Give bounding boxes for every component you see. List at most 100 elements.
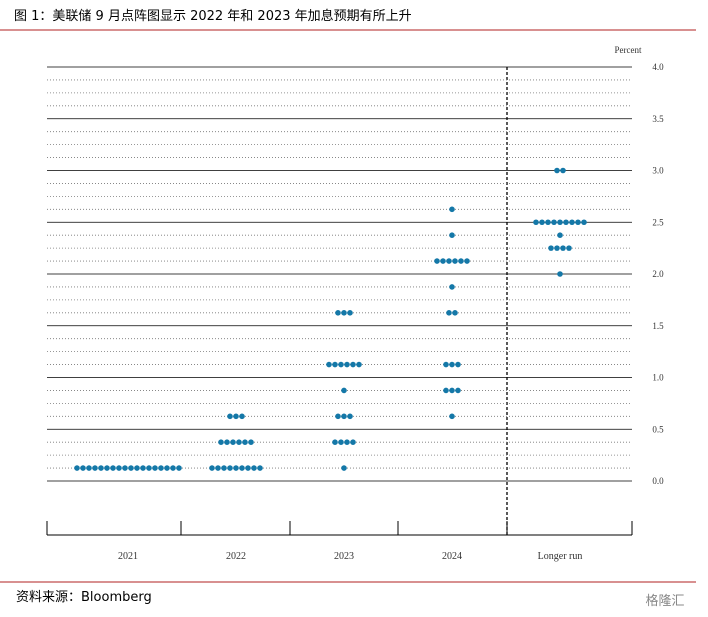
dot (332, 439, 338, 445)
y-tick-label: 2.5 (652, 217, 664, 227)
dot (350, 361, 356, 368)
dot (176, 465, 182, 471)
dot (554, 167, 560, 174)
dot (347, 310, 353, 316)
dot (236, 439, 242, 445)
dot (122, 465, 128, 471)
dot (458, 258, 464, 264)
x-tick-label: 2021 (118, 551, 138, 562)
y-tick-label: 3.0 (652, 166, 664, 176)
dot (245, 465, 251, 471)
dot (227, 465, 233, 471)
dot (539, 219, 545, 226)
dot (224, 439, 230, 445)
dot (251, 465, 257, 471)
dot (134, 465, 140, 471)
dot (128, 465, 134, 471)
dot (98, 465, 104, 471)
dot (209, 465, 215, 471)
y-tick-label: 2.0 (652, 269, 664, 279)
logo: 格隆汇 (645, 593, 684, 609)
dot (233, 413, 239, 420)
dot (551, 219, 557, 226)
dot (440, 258, 446, 264)
dot (233, 465, 239, 471)
dot (449, 284, 455, 290)
chart-title: 图 1：美联储 9 月点阵图显示 2022 年和 2023 年加息预期有所上升 (14, 8, 412, 24)
dot (344, 361, 350, 368)
dot (344, 439, 350, 445)
dot (449, 361, 455, 368)
dot (455, 361, 461, 368)
dot (221, 465, 227, 471)
dot (563, 219, 569, 226)
dot (356, 361, 362, 368)
dot (242, 439, 248, 445)
dot (443, 361, 449, 368)
dot (74, 465, 80, 471)
dot (569, 219, 575, 226)
dot (110, 465, 116, 471)
dot (446, 258, 452, 264)
dot (434, 258, 440, 264)
dot (341, 387, 347, 394)
y-tick-label: 0.5 (652, 424, 664, 434)
dot (533, 219, 539, 226)
dot (164, 465, 170, 471)
dot (248, 439, 254, 445)
dot (332, 361, 338, 368)
dot (218, 439, 224, 445)
y-axis-label: Percent (615, 45, 642, 55)
dot (170, 465, 176, 471)
dot (449, 206, 455, 213)
y-tick-label: 0.0 (652, 476, 664, 486)
dot (566, 245, 572, 251)
dot (152, 465, 158, 471)
dot (215, 465, 221, 471)
x-tick-label: 2023 (334, 551, 354, 562)
dot (575, 219, 581, 226)
dot (557, 271, 563, 277)
y-tick-label: 1.0 (652, 373, 664, 383)
dot (464, 258, 470, 264)
dot (554, 245, 560, 251)
dot (140, 465, 146, 471)
dot (239, 413, 245, 420)
dot (335, 413, 341, 420)
dot (452, 310, 458, 316)
dot (548, 245, 554, 251)
dot (341, 413, 347, 420)
dot (338, 361, 344, 368)
dot (146, 465, 152, 471)
dot (80, 465, 86, 471)
dot (239, 465, 245, 471)
dot (104, 465, 110, 471)
dot (347, 413, 353, 420)
dot (92, 465, 98, 471)
dot (545, 219, 551, 226)
dot (335, 310, 341, 316)
dot (341, 310, 347, 316)
dot (341, 465, 347, 471)
dot (455, 387, 461, 394)
x-tick-label: 2024 (442, 551, 462, 562)
dot (257, 465, 263, 471)
x-tick-label: Longer run (538, 551, 583, 562)
dot (86, 465, 92, 471)
dot (449, 387, 455, 394)
y-tick-label: 3.5 (652, 114, 664, 124)
dot (116, 465, 122, 471)
dot (326, 361, 332, 368)
x-axis-ticks (46, 521, 633, 535)
dot (446, 310, 452, 316)
dot (560, 245, 566, 251)
dot (230, 439, 236, 445)
source-note: 资料来源：Bloomberg (16, 590, 152, 605)
y-tick-label: 4.0 (652, 62, 664, 72)
dot (338, 439, 344, 445)
dot (557, 219, 563, 226)
dot (581, 219, 587, 226)
dot (443, 387, 449, 394)
y-tick-label: 1.5 (652, 321, 664, 331)
